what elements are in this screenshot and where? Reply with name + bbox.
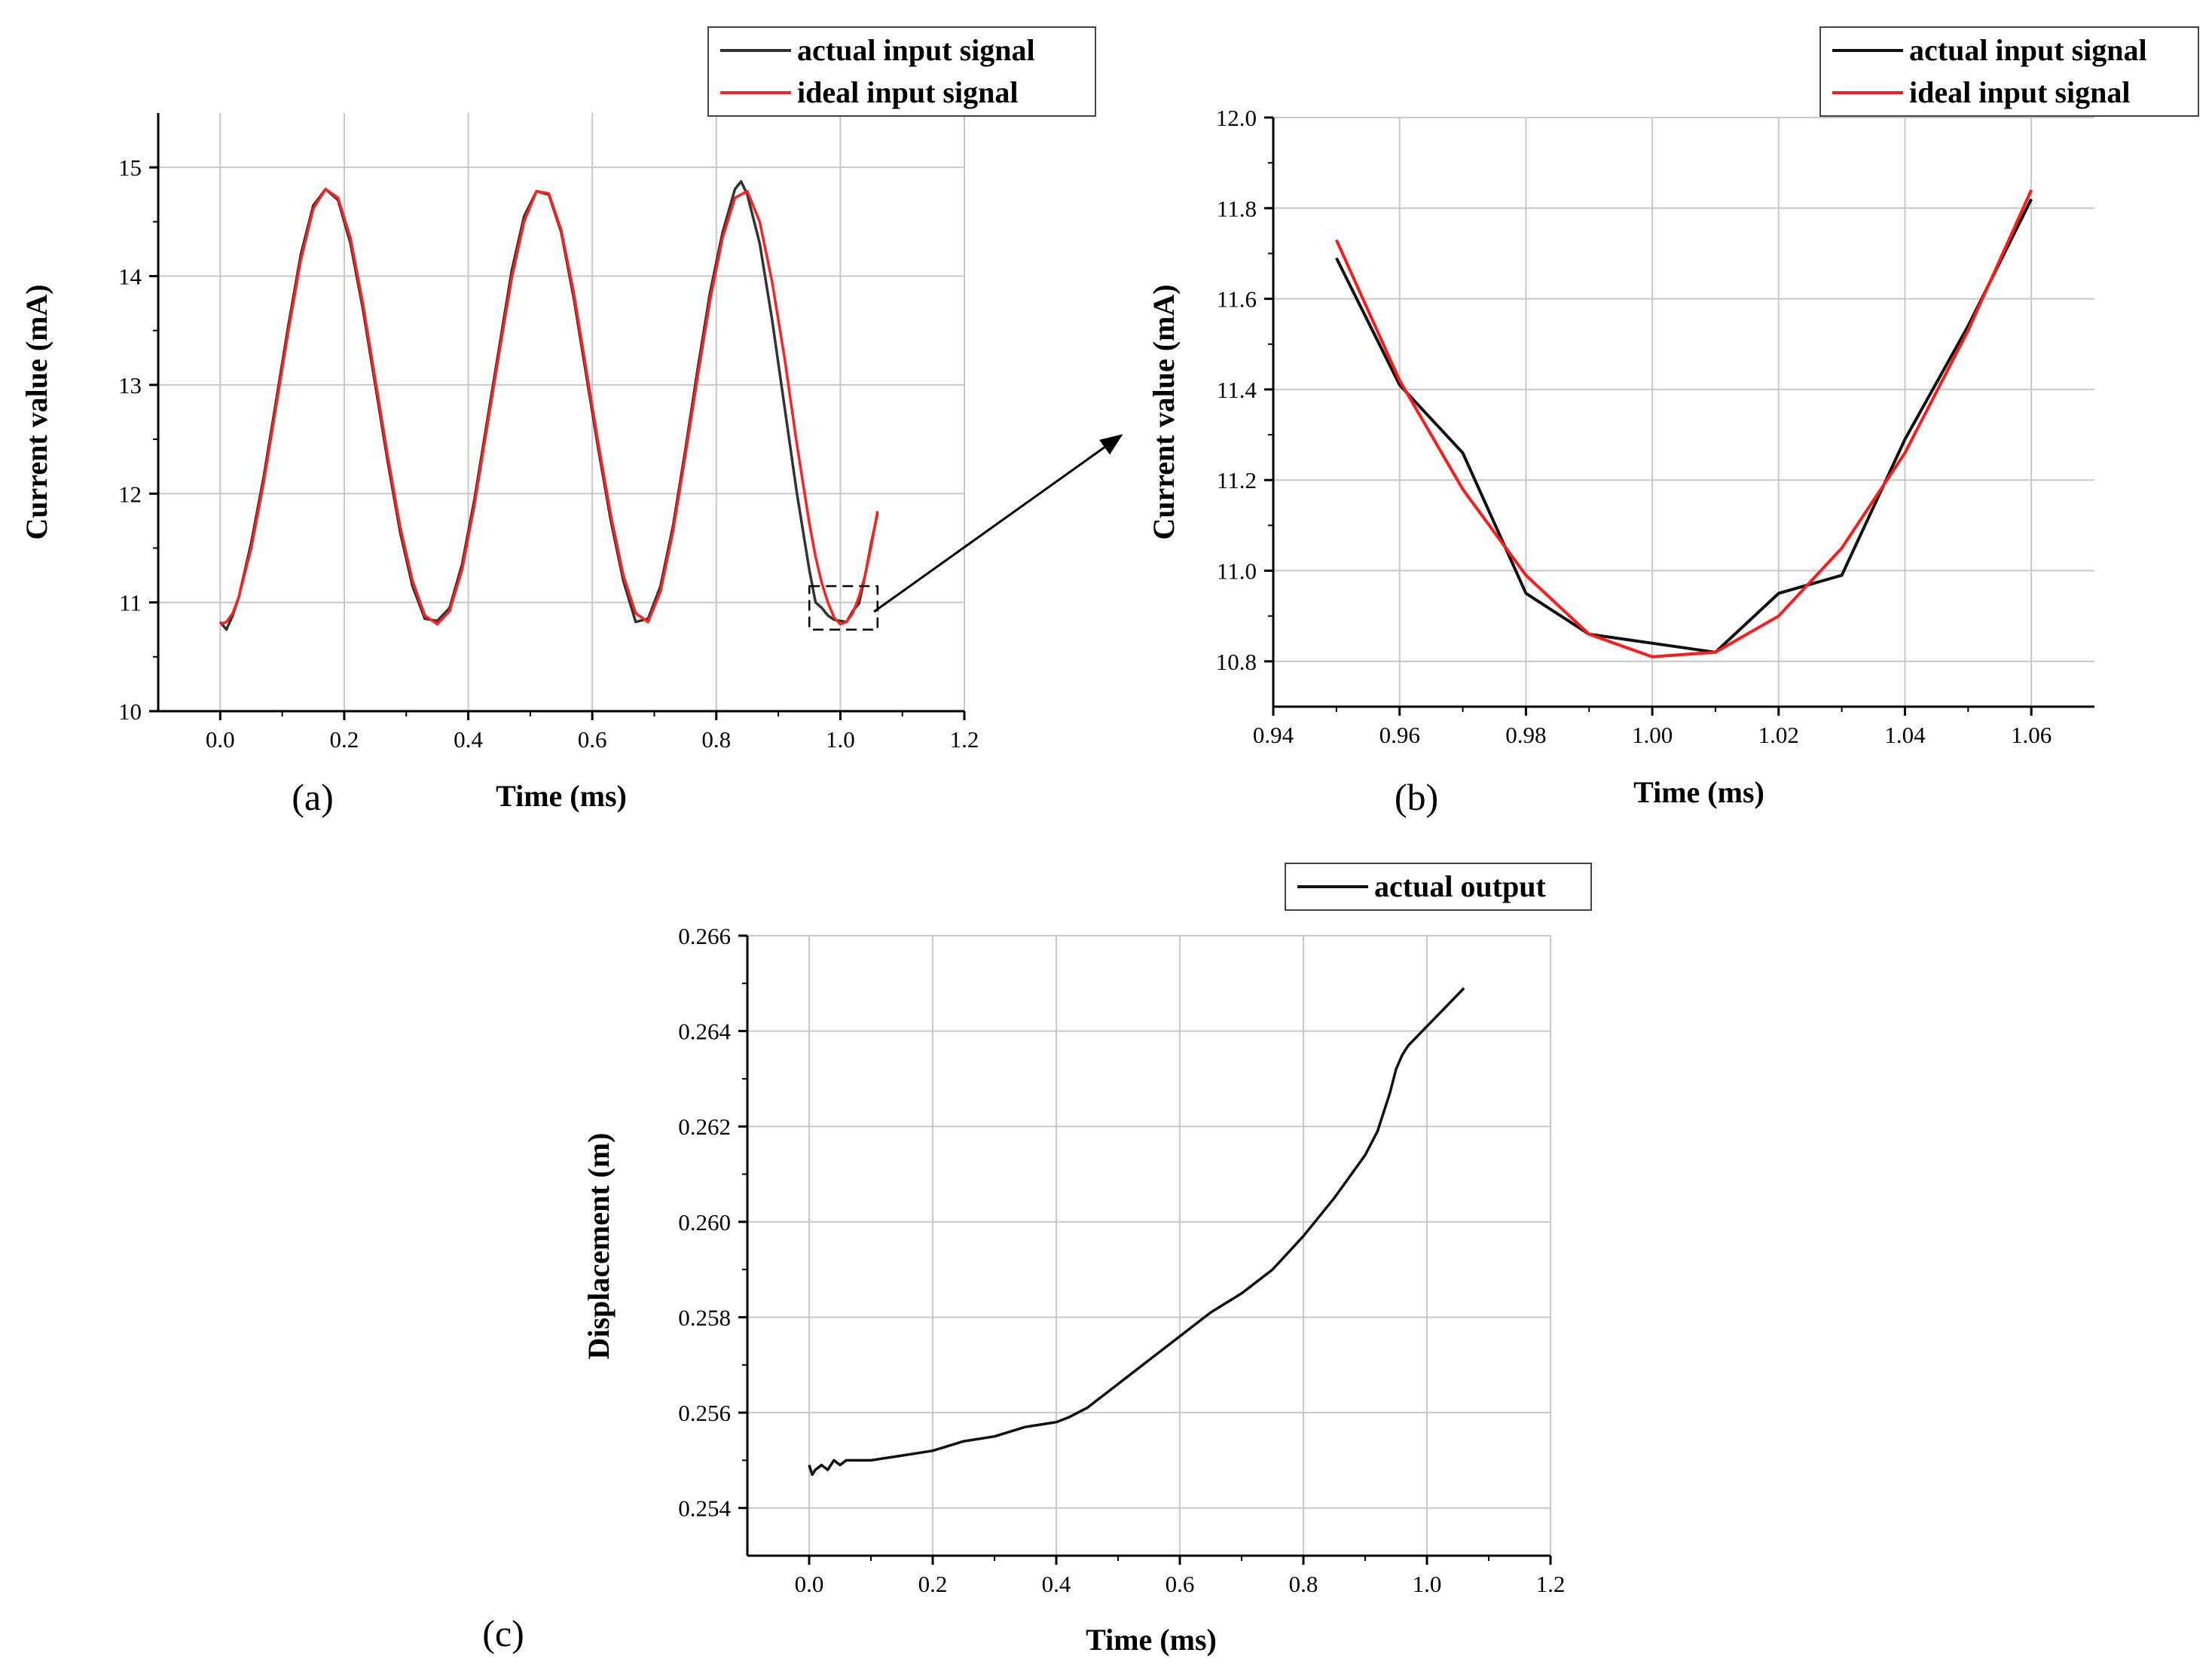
zoom-arrow [873,434,1123,613]
legend-label-2: ideal input signal [1909,75,2130,109]
y-tick-label: 12 [118,481,142,507]
legend: actual input signal ideal input signal [707,26,1096,117]
legend-label-1: actual input signal [1909,33,2147,67]
y-tick-label: 11 [119,590,142,616]
x-tick-label: 1.06 [2011,722,2052,748]
x-tick-label: 0.96 [1379,722,1420,748]
grid [1273,117,2094,707]
x-tick-label: 1.0 [1413,1571,1442,1597]
y-tick-label: 11.2 [1217,467,1257,493]
series-line-1 [218,180,879,631]
series-line-2 [219,188,879,626]
panel-label: (a) [292,776,334,818]
y-axis-label: Current value (mA) [1147,284,1181,539]
y-axis-label: Current value (mA) [20,284,53,539]
legend-label-1: actual output [1374,869,1546,903]
legend-box [1819,26,2199,117]
y-tick-label: 0.266 [678,923,731,949]
legend: actual output [1285,863,1592,911]
x-tick-label: 0.2 [918,1571,948,1597]
legend-label-1: actual input signal [797,33,1035,67]
panel-label: (c) [482,1612,524,1654]
x-tick-label: 0.6 [1166,1571,1195,1597]
y-tick-label: 10 [118,698,142,725]
y-tick-label: 12.0 [1216,105,1257,131]
x-tick-label: 1.0 [826,726,855,753]
x-tick-label: 0.8 [701,726,731,753]
series-line-2 [1334,189,2033,658]
y-tick-label: 13 [118,372,142,399]
x-tick-label: 0.98 [1505,722,1546,748]
x-tick-label: 0.94 [1253,722,1294,748]
y-tick-label: 0.256 [678,1400,731,1426]
x-tick-label: 1.02 [1758,722,1799,748]
y-tick-label: 14 [118,264,142,290]
x-tick-label: 1.00 [1632,722,1673,748]
y-tick-label: 15 [118,154,142,181]
y-tick-label: 11.6 [1217,286,1257,313]
x-axis-label: Time (ms) [1633,775,1764,809]
chart-c: 0.0 0.2 0.4 0.6 0.8 1.0 1.2 0.254 0.256 0.258 0.26… [482,863,1592,1657]
legend-label-2: ideal input signal [797,75,1018,109]
y-tick-label: 10.8 [1216,649,1257,675]
y-tick-label: 0.262 [678,1113,731,1140]
y-tick-label: 0.264 [678,1019,731,1045]
y-tick-label: 0.258 [678,1304,731,1330]
x-tick-label: 1.2 [950,726,979,753]
x-tick-label: 0.8 [1289,1571,1318,1597]
series-line-1 [1335,198,2033,654]
x-tick-label: 0.0 [795,1571,824,1597]
x-tick-label: 0.0 [206,726,235,753]
legend-box [707,26,1096,117]
legend-box [1285,863,1592,911]
chart-b: 0.94 0.96 0.98 1.00 1.02 1.04 1.06 10.8 11.0 11.2… [1147,26,2199,818]
panel-label: (b) [1395,776,1438,818]
y-tick-label: 11.4 [1217,377,1257,403]
y-tick-label: 0.260 [678,1209,731,1236]
y-tick-label: 11.0 [1217,558,1257,585]
x-tick-label: 0.4 [454,726,483,753]
grid [747,935,1551,1556]
x-tick-label: 1.2 [1536,1571,1566,1597]
series-line-1 [808,987,1465,1477]
y-tick-label: 11.8 [1217,195,1257,221]
x-tick-label: 1.04 [1884,722,1926,748]
y-tick-label: 0.254 [678,1495,731,1522]
grid [158,113,965,711]
x-tick-label: 0.6 [578,726,607,753]
x-tick-label: 0.2 [330,726,359,753]
x-tick-label: 0.4 [1042,1571,1071,1597]
legend: actual input signal ideal input signal [1819,26,2199,117]
chart-a: 0.0 0.2 0.4 0.6 0.8 1.0 1.2 10 11 12 13 14 15 Time (m… [20,26,1096,818]
zoom-annotation [873,434,1123,613]
x-axis-label: Time (ms) [1086,1623,1217,1657]
x-axis-label: Time (ms) [496,779,627,813]
y-axis-label: Displacement (m) [582,1132,616,1359]
